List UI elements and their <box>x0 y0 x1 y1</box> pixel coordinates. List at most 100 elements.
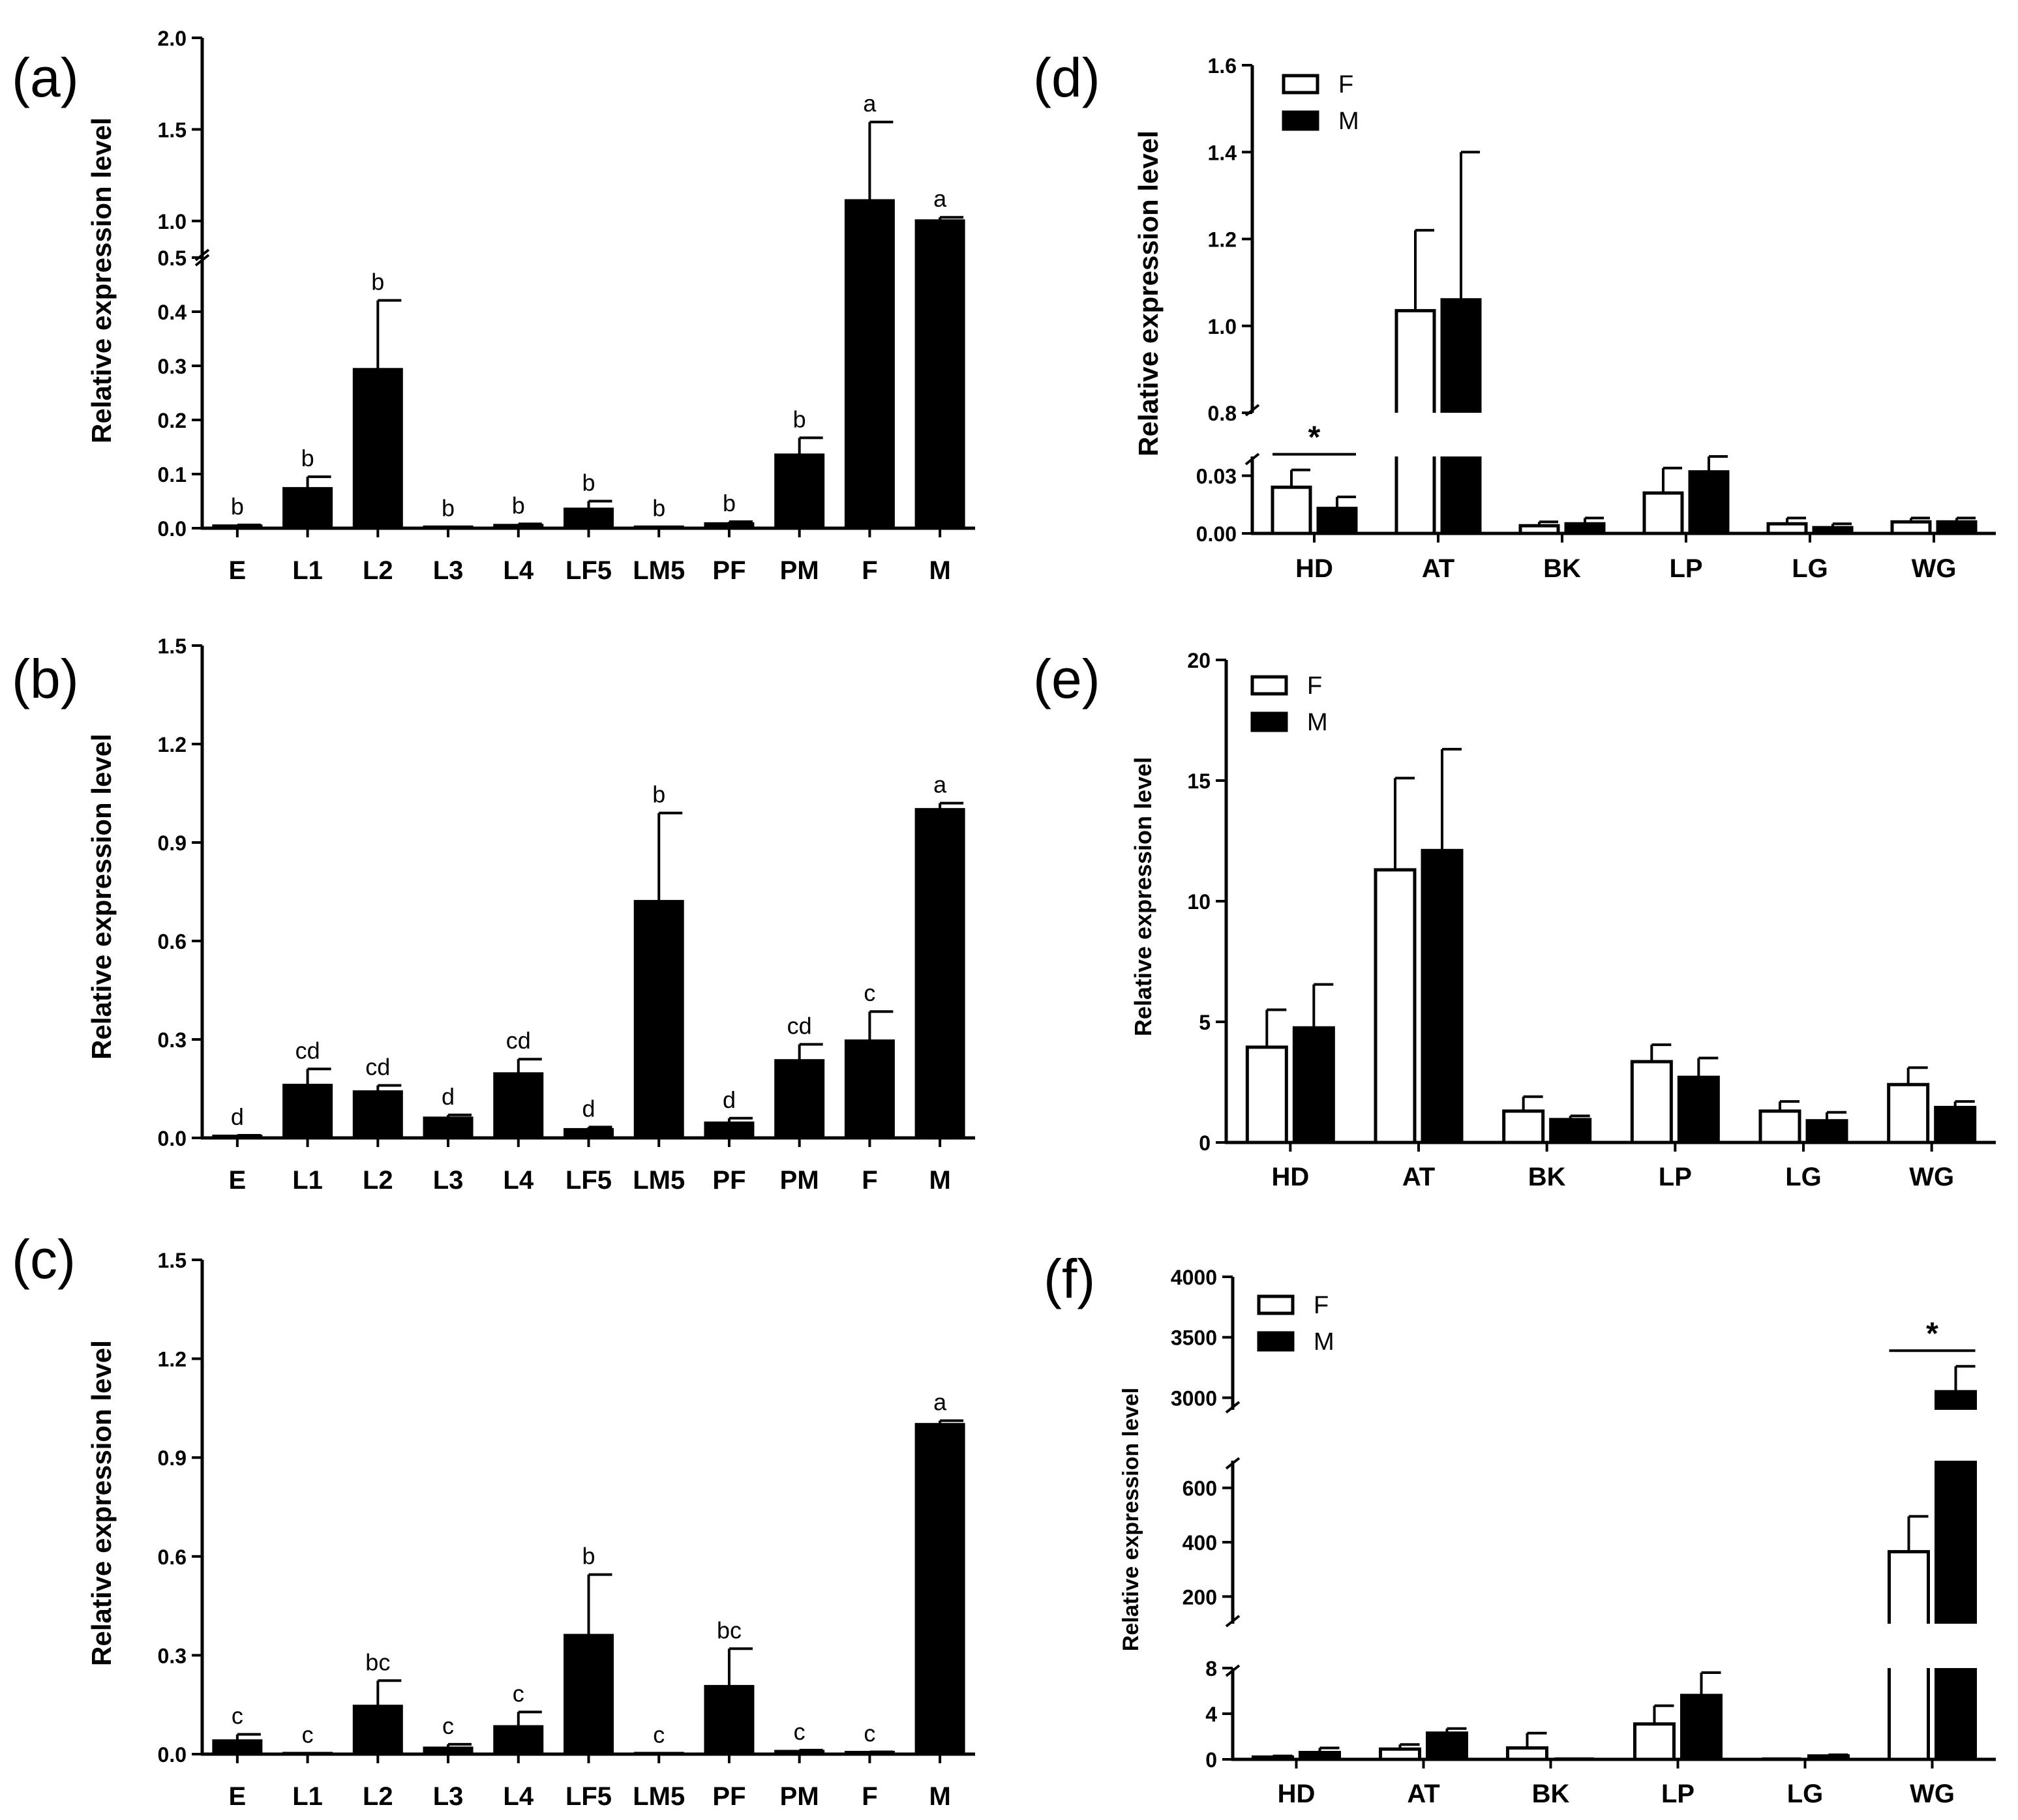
bar <box>1245 1045 1288 1144</box>
bar-break-gap <box>1394 413 1437 456</box>
bar <box>282 1083 333 1140</box>
significance-letter: d <box>723 1086 736 1113</box>
y-tick-label: 600 <box>1182 1477 1217 1500</box>
bar <box>282 486 333 530</box>
bar <box>1426 1731 1468 1761</box>
x-tick-label: HD <box>1271 1163 1309 1191</box>
x-tick-label: F <box>862 1166 877 1195</box>
significance-letter: c <box>232 1703 243 1729</box>
x-tick-label: LF5 <box>565 1166 612 1195</box>
bar <box>1421 848 1464 1144</box>
bar <box>1374 868 1417 1144</box>
x-tick-label: L1 <box>292 1166 323 1195</box>
x-tick-label: BK <box>1528 1163 1566 1191</box>
bar <box>282 1752 333 1756</box>
bar <box>1564 522 1606 535</box>
y-tick-label: 0.03 <box>1196 465 1237 488</box>
bar <box>564 1127 614 1140</box>
panel-label-c: (c) <box>12 1229 76 1290</box>
significance-letter: b <box>442 495 455 522</box>
y-tick-label: 200 <box>1182 1585 1217 1609</box>
y-tick-label: 8 <box>1205 1657 1217 1680</box>
bar <box>493 524 544 530</box>
bar <box>1271 485 1312 535</box>
bar <box>1934 1105 1977 1144</box>
bar <box>423 1746 474 1756</box>
significance-letter: cd <box>787 1013 812 1039</box>
bar-break-gap <box>1886 1624 1931 1668</box>
bar <box>493 1072 544 1140</box>
bar <box>1549 1118 1592 1144</box>
y-tick-label: 0.4 <box>158 301 187 324</box>
x-tick-label: PM <box>780 1782 819 1811</box>
bar <box>633 1752 684 1756</box>
axis-break-mark <box>1244 453 1260 466</box>
y-axis-label: Relative expression level <box>86 1340 117 1666</box>
significance-letter: a <box>933 771 947 798</box>
chart-panel-d: Relative expression level 0.00 0.03 0.8 1.0 1… <box>1133 54 1996 583</box>
bar <box>1316 507 1358 535</box>
x-tick-label: LP <box>1661 1780 1694 1808</box>
significance-letter: b <box>371 269 384 295</box>
y-tick-label: 20 <box>1187 649 1211 672</box>
bar <box>423 1116 474 1140</box>
x-tick-label: WG <box>1910 1780 1955 1808</box>
x-tick-label: E <box>229 1166 247 1195</box>
bar <box>423 525 474 530</box>
x-tick-label: WG <box>1909 1163 1954 1191</box>
x-tick-label: LP <box>1669 554 1702 583</box>
y-tick-label: 2.0 <box>158 27 187 50</box>
y-tick-label: 1.2 <box>1208 228 1237 252</box>
significance-letter: cd <box>506 1027 531 1054</box>
legend-label: M <box>1338 108 1359 135</box>
bar-break-gap <box>1933 1624 1978 1668</box>
panel-label-b: (b) <box>12 648 79 709</box>
y-axis-label: Relative expression level <box>86 117 117 443</box>
y-tick-label: 1.6 <box>1208 54 1237 78</box>
x-tick-label: L2 <box>363 556 393 585</box>
bar <box>1379 1747 1421 1761</box>
significance-letter: cd <box>295 1037 320 1064</box>
x-tick-label: L4 <box>503 556 534 585</box>
y-tick-label: 0.1 <box>158 463 187 486</box>
x-tick-label: AT <box>1422 554 1454 583</box>
bar <box>633 900 684 1140</box>
y-tick-label: 0.3 <box>158 355 187 378</box>
x-tick-label: L3 <box>433 556 464 585</box>
y-tick-label: 3000 <box>1171 1386 1217 1410</box>
legend-swatch <box>1282 110 1319 131</box>
bar <box>564 507 614 530</box>
significance-letter: d <box>231 1103 244 1130</box>
significance-letter: b <box>301 445 314 471</box>
y-tick-label: 0.0 <box>158 517 187 541</box>
y-tick-label: 0.5 <box>158 246 187 270</box>
bar <box>844 1039 895 1140</box>
axis-break-mark <box>1225 1457 1241 1470</box>
significance-letter: cd <box>365 1053 390 1080</box>
bar <box>914 808 965 1140</box>
bar <box>1506 1746 1548 1761</box>
legend-swatch <box>1250 675 1288 696</box>
significance-letter: b <box>723 490 736 516</box>
bar <box>1812 526 1854 535</box>
x-tick-label: L1 <box>292 556 323 585</box>
legend-label: F <box>1338 71 1353 98</box>
bar <box>1890 520 1932 535</box>
x-tick-label: HD <box>1278 1780 1316 1808</box>
bar-break-gap <box>1933 1410 1978 1461</box>
x-tick-label: PF <box>712 556 745 585</box>
y-tick-label: 0.0 <box>158 1127 187 1150</box>
y-tick-label: 0 <box>1199 1131 1211 1155</box>
bar <box>1766 522 1808 535</box>
x-tick-label: E <box>229 556 247 585</box>
bar <box>1688 470 1730 535</box>
y-tick-label: 1.4 <box>1208 141 1237 164</box>
significance-letter: a <box>863 90 877 117</box>
bar <box>1807 1754 1850 1761</box>
bar <box>1680 1693 1723 1761</box>
chart-panel-e: Relative expression level 0 5 10 15 20 HD AT BK L… <box>1130 649 1996 1191</box>
y-tick-label: 1.0 <box>1208 315 1237 338</box>
y-tick-label: 4 <box>1205 1703 1217 1726</box>
legend-label: M <box>1307 709 1328 736</box>
x-tick-label: M <box>929 1782 950 1811</box>
